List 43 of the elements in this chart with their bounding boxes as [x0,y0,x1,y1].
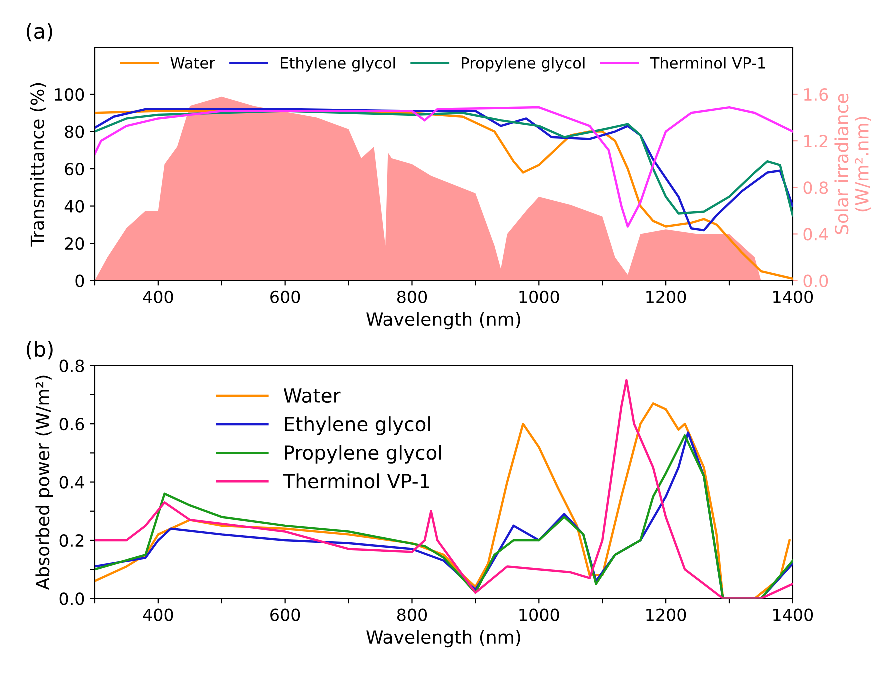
x-tick-label: 1200 [646,290,686,304]
x-tick-label: 1000 [520,290,560,304]
legend-label: Propylene glycol [285,445,442,464]
legend-label: Ethylene glycol [285,416,430,436]
x-tick-label: 1000 [520,608,560,622]
y-tick-label: 0.2 [60,534,84,548]
y2-tick-label: 0.4 [804,228,828,241]
x-axis-title: Wavelength (nm) [366,312,520,330]
x-tick-label: 1400 [774,290,814,304]
y-tick-label: 20 [65,238,84,250]
legend-label: Water [170,58,216,69]
x-tick-label: 800 [397,290,428,304]
x-tick-label: 400 [143,608,174,622]
y-tick-label: 80 [65,126,84,138]
x-tick-label: 600 [270,290,300,304]
y2-tick-label: 1.6 [804,88,828,102]
legend-label: Therminol VP-1 [283,474,430,489]
x-tick-label: 1200 [646,608,686,622]
x-tick-label: 600 [270,608,300,622]
text: (b) [26,341,53,360]
x-tick-label: 400 [143,290,174,304]
y-tick-label: 100 [55,88,84,102]
x-axis-title: Wavelength (nm) [366,630,520,648]
x-tick-label: 1400 [774,608,814,622]
legend-label: Therminol VP-1 [650,57,766,69]
y-axis-title: Transmittance (%) [30,83,47,247]
x-tick-label: 800 [397,608,428,622]
y2-tick-label: 0.8 [804,182,828,194]
text: (a) [26,23,52,42]
legend-label: Propylene glycol [462,57,585,72]
y-tick-label: 0.8 [60,360,84,372]
y2-axis-title: Solar irradiance (W/m².nm) [834,94,872,234]
y-tick-label: 60 [65,162,84,176]
y-tick-label: 40 [64,200,84,213]
y2-tick-label: 0.0 [804,274,828,288]
y-tick-label: 0.4 [60,476,84,489]
y-tick-label: 0 [76,274,84,288]
y-axis-title: Absorbed power (W/m²) [36,376,54,590]
legend-label: Ethylene glycol [281,57,396,72]
y-tick-label: 0.0 [60,592,84,606]
legend-label: Water [284,388,341,404]
y2-tick-label: 1.2 [804,135,828,148]
y-tick-label: 0.6 [60,418,84,431]
